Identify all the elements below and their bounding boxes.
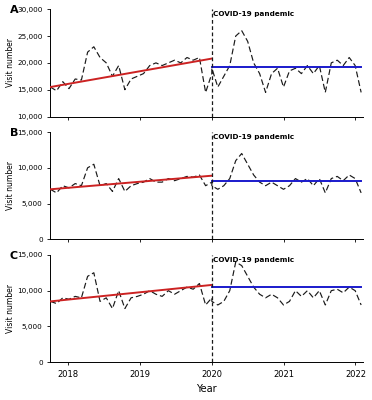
Y-axis label: Visit number: Visit number	[6, 284, 15, 333]
X-axis label: Year: Year	[196, 384, 217, 394]
Text: C: C	[10, 250, 18, 260]
Y-axis label: Visit number: Visit number	[6, 38, 15, 87]
Y-axis label: Visit number: Visit number	[6, 161, 15, 210]
Text: COVID-19 pandemic: COVID-19 pandemic	[213, 257, 294, 263]
Text: COVID-19 pandemic: COVID-19 pandemic	[213, 11, 294, 17]
Text: COVID-19 pandemic: COVID-19 pandemic	[213, 134, 294, 140]
Text: B: B	[10, 128, 18, 138]
Text: A: A	[10, 5, 18, 15]
